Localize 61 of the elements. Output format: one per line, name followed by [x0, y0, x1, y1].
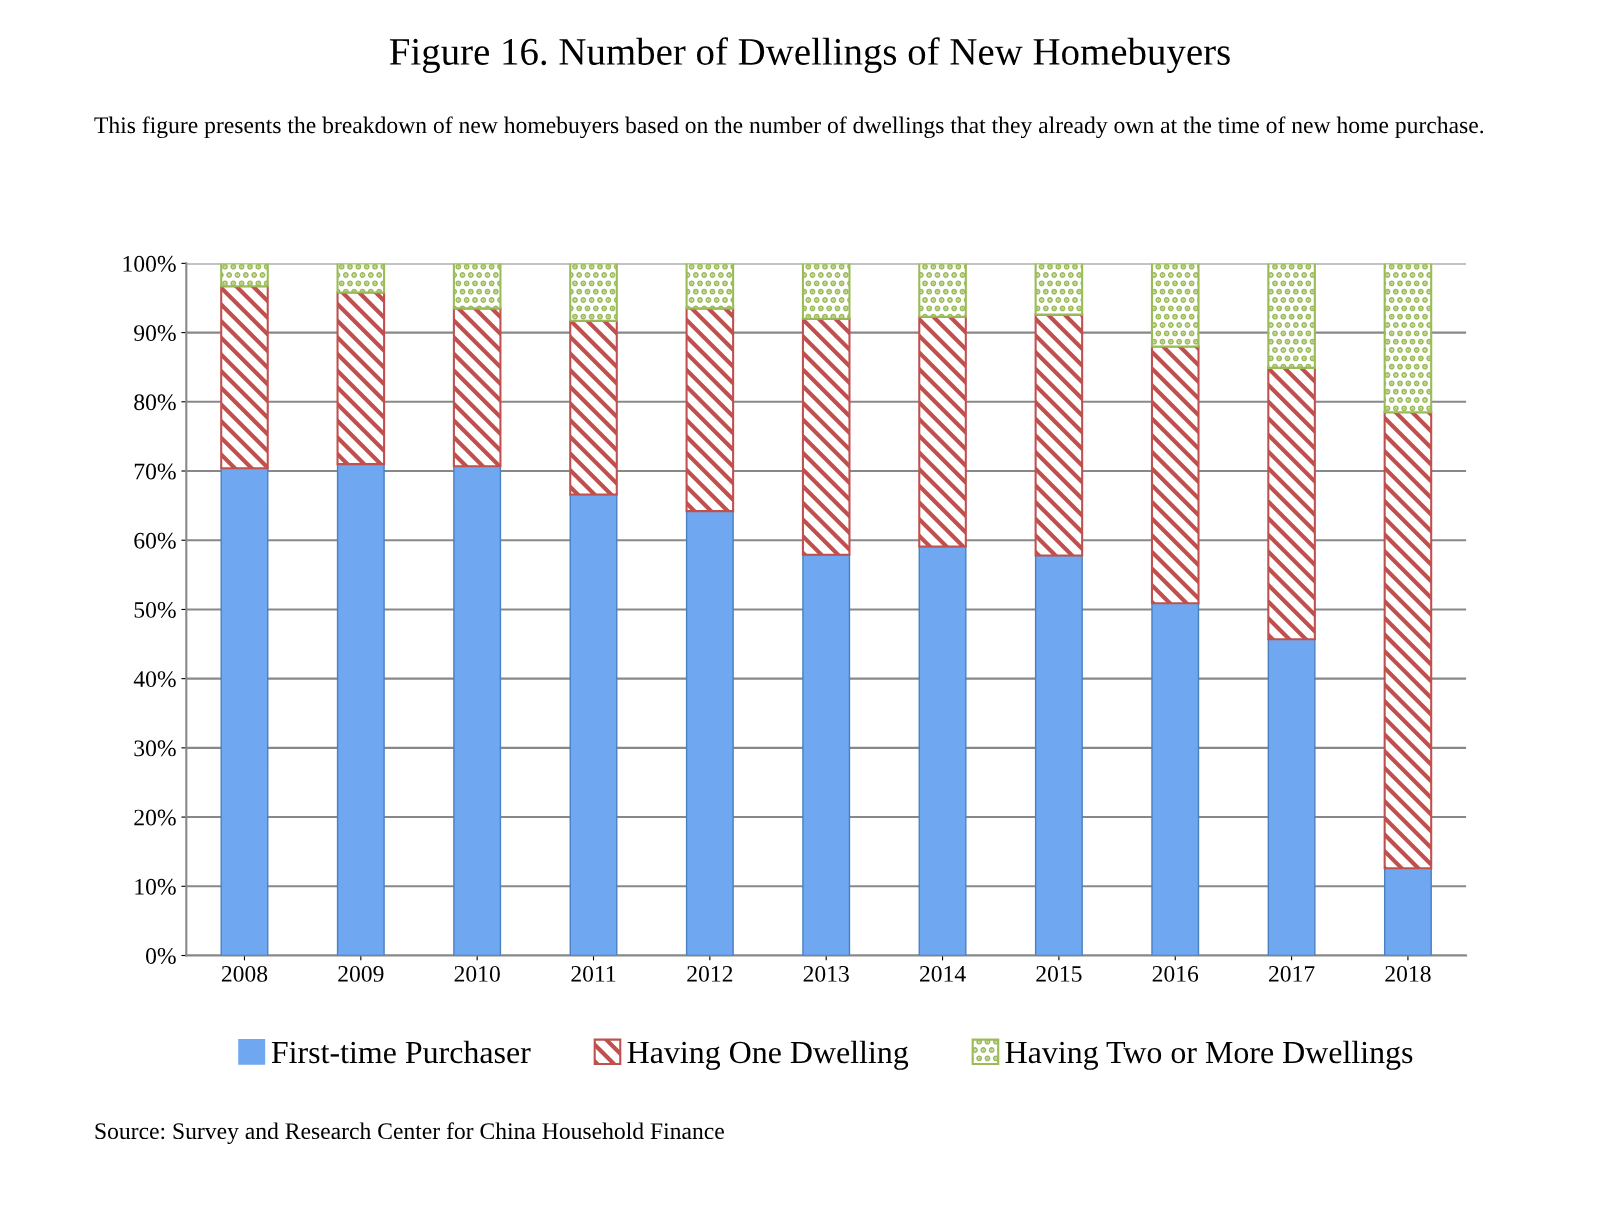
- bar: [569, 493, 618, 956]
- x-tick-label: 2017: [1269, 965, 1315, 982]
- x-tick-label: 2014: [919, 965, 966, 982]
- bar: [1267, 366, 1316, 641]
- x-tick-label: 2018: [1385, 965, 1431, 982]
- y-tick-label: 0%: [146, 947, 176, 964]
- bar: [802, 554, 851, 956]
- x-tick-label: 2010: [454, 965, 500, 982]
- bar: [918, 545, 967, 956]
- bar: [685, 263, 735, 310]
- bar: [220, 263, 269, 288]
- chart-title: Figure 16. Number of Dwellings of New Homebuyers: [389, 37, 1230, 74]
- y-tick-label: 90%: [134, 325, 176, 342]
- x-tick-label: 2009: [338, 965, 384, 982]
- y-tick-label: 60%: [134, 532, 176, 549]
- y-tick-label: 40%: [133, 671, 176, 688]
- x-tick-label: 2015: [1036, 965, 1082, 982]
- bar: [1034, 554, 1083, 956]
- legend-label: Having Two or More Dwellings: [1005, 1040, 1413, 1070]
- bar: [1383, 411, 1433, 870]
- bar: [685, 510, 734, 956]
- bar: [453, 465, 502, 956]
- bar: [220, 467, 269, 956]
- legend-label: Having One Dwelling: [627, 1040, 909, 1070]
- x-tick-label: 2011: [571, 965, 616, 982]
- legend-label: First-time Purchaser: [271, 1040, 531, 1064]
- bar: [801, 263, 851, 320]
- x-tick-label: 2016: [1152, 965, 1199, 982]
- y-tick-label: 70%: [134, 463, 176, 480]
- bar: [1150, 263, 1200, 348]
- y-tick-label: 20%: [134, 809, 176, 826]
- bar: [918, 315, 967, 548]
- y-tick-label: 30%: [134, 740, 176, 757]
- source-note: Source: Survey and Research Center for China Household Finance: [95, 1122, 724, 1144]
- bar: [336, 291, 386, 466]
- x-tick-label: 2008: [221, 965, 268, 982]
- bar: [569, 263, 618, 322]
- y-tick-label: 50%: [134, 601, 176, 618]
- bar: [801, 317, 851, 556]
- bar: [452, 307, 502, 468]
- y-tick-label: 10%: [135, 878, 176, 895]
- bar: [220, 285, 269, 470]
- bar: [569, 319, 618, 496]
- bar: [918, 263, 967, 318]
- bar: [452, 263, 502, 310]
- bar: [1034, 263, 1084, 316]
- bar: [1151, 602, 1200, 956]
- bar: [685, 307, 735, 513]
- y-tick-label: 80%: [134, 394, 176, 411]
- bar: [1383, 263, 1433, 414]
- x-tick-label: 2012: [687, 965, 733, 982]
- x-tick-label: 2013: [803, 965, 849, 982]
- bar: [1383, 867, 1432, 956]
- bar: [1267, 638, 1316, 956]
- bar: [1034, 313, 1084, 557]
- bar: [1267, 263, 1316, 369]
- chart-subtitle: This figure presents the breakdown of new homebuyers based on the number of dwellings that they already own at the time of new home purchase.: [94, 116, 1484, 139]
- y-tick-label: 100%: [123, 255, 176, 272]
- bar: [1150, 345, 1200, 605]
- bar: [336, 463, 385, 956]
- bar: [336, 263, 386, 294]
